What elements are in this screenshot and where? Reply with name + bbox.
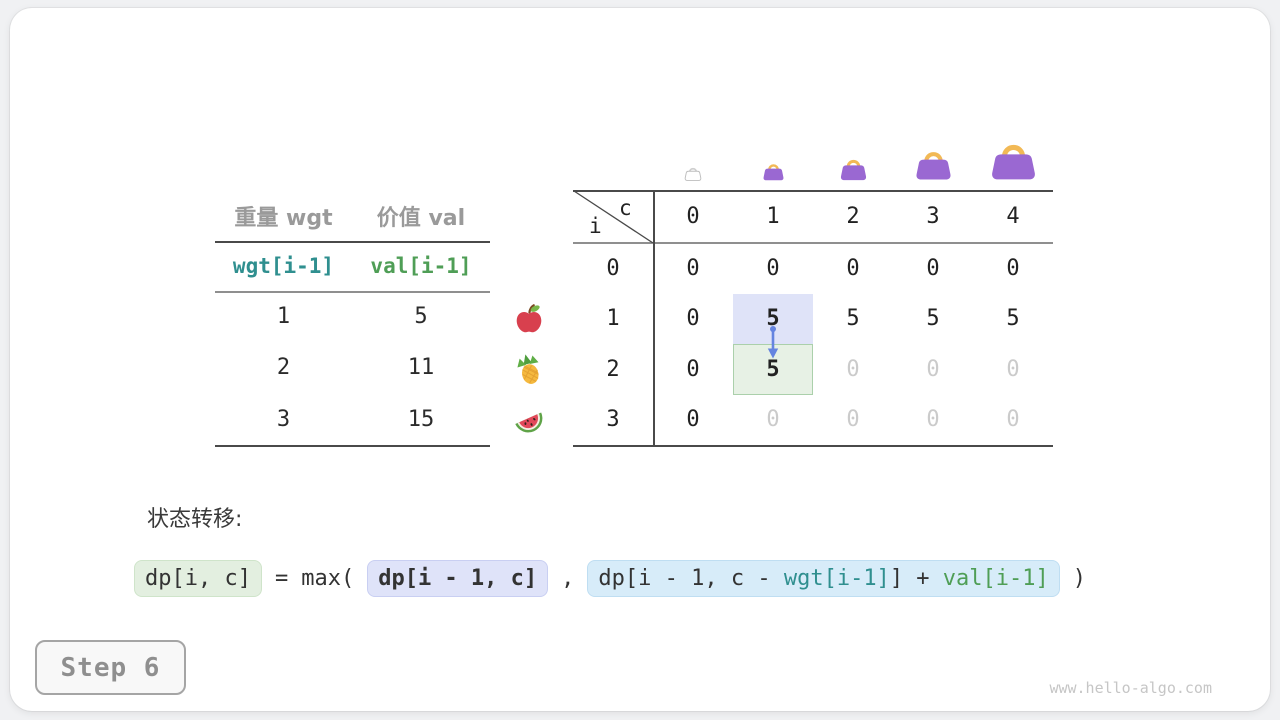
dp-cell: 0	[686, 306, 700, 332]
dp-col-header: 2	[846, 204, 860, 229]
dp-cell: 5	[926, 306, 940, 332]
dp-cell: 0	[846, 255, 860, 281]
dp-col-header: 4	[1006, 204, 1020, 229]
formula-operator: =	[275, 566, 288, 591]
formula-text: wgt[i-1]	[783, 566, 890, 591]
dp-cell: 0	[926, 407, 940, 433]
dp-cell: 0	[846, 356, 860, 382]
item-table-rule-mid	[215, 291, 490, 293]
item-table-row: 3 15	[215, 394, 490, 445]
dp-cell: 0	[846, 407, 860, 433]
dp-rule-top	[573, 190, 1053, 192]
formula-text: =	[274, 566, 289, 591]
watermelon-icon	[512, 403, 546, 437]
dp-cell: 0	[766, 407, 780, 433]
bag-icon-capacity-3	[893, 129, 973, 181]
item-table-row: 2 11	[215, 342, 490, 393]
bag-icon-capacity-1	[733, 129, 813, 181]
formula-text: val[i-1]	[942, 566, 1049, 591]
formula-text: )	[1072, 566, 1087, 591]
item-table-index-row-val: val[i-1]	[370, 254, 472, 278]
dp-cell: 0	[686, 255, 700, 281]
formula-term-green-box: dp[i, c]	[134, 560, 262, 597]
step-badge-label: Step 6	[60, 652, 161, 683]
dp-cell: 0	[926, 356, 940, 382]
item-table-row-wgt: 1	[276, 304, 291, 330]
item-table-row-val: 15	[407, 406, 435, 432]
item-table-row-val: 5	[414, 304, 428, 330]
pineapple-icon	[512, 352, 546, 386]
item-table-header-wgt: 重量 wgt	[234, 205, 333, 231]
dp-col-header: 3	[926, 204, 940, 229]
dp-cell: 0	[686, 356, 700, 382]
item-table-index-row: wgt[i-1] val[i-1]	[215, 241, 490, 291]
dp-corner-cell	[573, 190, 654, 244]
dp-cell: 5	[846, 306, 860, 332]
dp-cell: 0	[1006, 356, 1020, 382]
item-table-header: 重量 wgt 价值 val	[215, 190, 490, 241]
dp-col-header: 1	[766, 204, 780, 229]
formula-text: dp[i - 1, c -	[598, 566, 784, 591]
dp-cell: 0	[1006, 255, 1020, 281]
dp-row-header: 0	[606, 255, 620, 281]
dp-corner-row-var: i	[589, 214, 602, 238]
formula-text: ] +	[889, 566, 943, 591]
formula-text: dp[i, c]	[145, 566, 251, 591]
dp-cell: 0	[1006, 407, 1020, 433]
item-table-row-wgt: 3	[276, 406, 291, 432]
dp-cell: 0	[926, 255, 940, 281]
dp-cell: 5	[1006, 306, 1020, 332]
formula-operator: max(	[301, 566, 354, 591]
dp-rule-header	[573, 242, 1053, 244]
dp-cell: 5	[766, 306, 780, 332]
dp-cell: 5	[766, 356, 780, 382]
formula-text: dp[i - 1, c]	[378, 566, 538, 591]
dp-col-header: 0	[686, 204, 700, 229]
dp-rule-bottom	[573, 445, 1053, 447]
watermark: www.hello-algo.com	[1049, 679, 1212, 697]
dp-row-header: 1	[606, 306, 620, 332]
item-table-row-val: 11	[407, 355, 435, 381]
formula-text: ,	[561, 566, 575, 591]
dp-cell: 0	[766, 255, 780, 281]
formula-operator: ,	[561, 566, 574, 591]
dp-rule-vertical	[653, 190, 655, 447]
bag-icon-capacity-2	[813, 129, 893, 181]
formula-term-blue-box: dp[i - 1, c - wgt[i-1]] + val[i-1]	[587, 560, 1060, 597]
formula-term-purple-box: dp[i - 1, c]	[367, 560, 549, 597]
dp-corner-col-var: c	[619, 196, 632, 220]
item-table-index-row-wgt: wgt[i-1]	[232, 254, 335, 278]
formula: dp[i, c] = max( dp[i - 1, c], dp[i - 1, c - …	[134, 560, 1086, 597]
dp-row-header: 2	[606, 356, 620, 382]
dp-row-header: 3	[606, 407, 620, 433]
bag-icon-capacity-0	[653, 129, 733, 181]
item-table-row-wgt: 2	[276, 355, 291, 381]
bag-icon-capacity-4	[973, 129, 1053, 181]
item-table-rule-bottom	[215, 445, 490, 447]
apple-icon	[512, 302, 546, 336]
step-badge: Step 6	[35, 640, 186, 695]
formula-text: max(	[301, 566, 355, 591]
formula-operator: )	[1073, 566, 1086, 591]
item-table-header-val: 价值 val	[376, 205, 466, 231]
transfer-label: 状态转移:	[147, 507, 243, 532]
transition-arrow-icon	[766, 325, 780, 367]
dp-cell: 0	[686, 407, 700, 433]
item-table-rule-top	[215, 241, 490, 243]
